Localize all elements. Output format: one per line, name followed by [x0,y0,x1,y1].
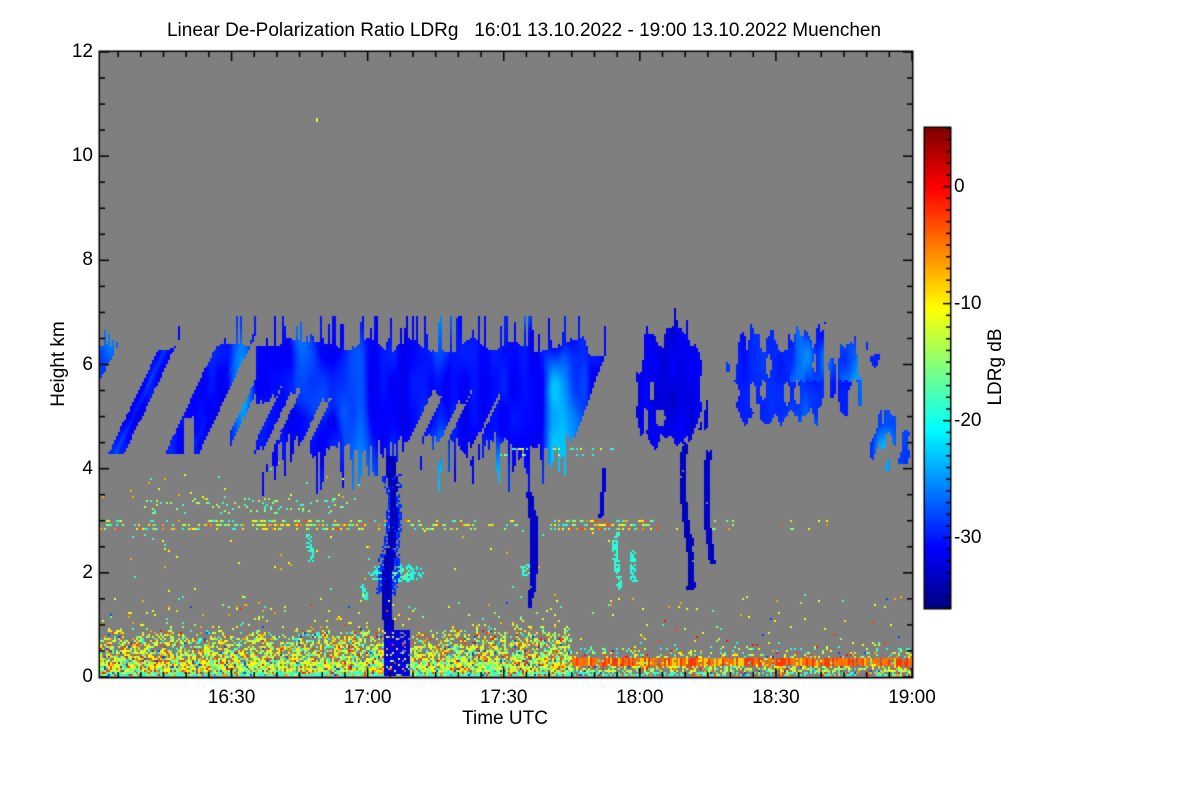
colorbar-tick-label: 0 [954,175,965,197]
y-tick-label: 8 [82,249,93,271]
x-tick-label: 16:30 [207,687,256,708]
y-tick-label: 6 [82,353,93,375]
x-axis-label: Time UTC [462,708,548,729]
x-tick-label: 17:00 [343,687,392,708]
colorbar-label: LDRg dB [985,328,1006,406]
x-tick-label: 18:30 [752,687,800,708]
y-tick-label: 12 [71,41,93,62]
colorbar-tick-label: -20 [954,409,982,431]
y-tick-label: 10 [71,145,93,167]
x-tick-label: 17:30 [479,687,528,708]
chart-title: Linear De-Polarization Ratio LDRg 16:01 … [166,20,882,41]
colorbar-tick-label: -10 [954,292,982,314]
colorbar-tick-label: -30 [954,526,982,548]
y-tick-label: 2 [82,561,93,583]
x-tick-label: 18:00 [616,687,664,708]
x-tick-label: 19:00 [888,687,936,708]
y-tick-label: 0 [82,666,93,687]
y-tick-label: 4 [82,457,93,479]
